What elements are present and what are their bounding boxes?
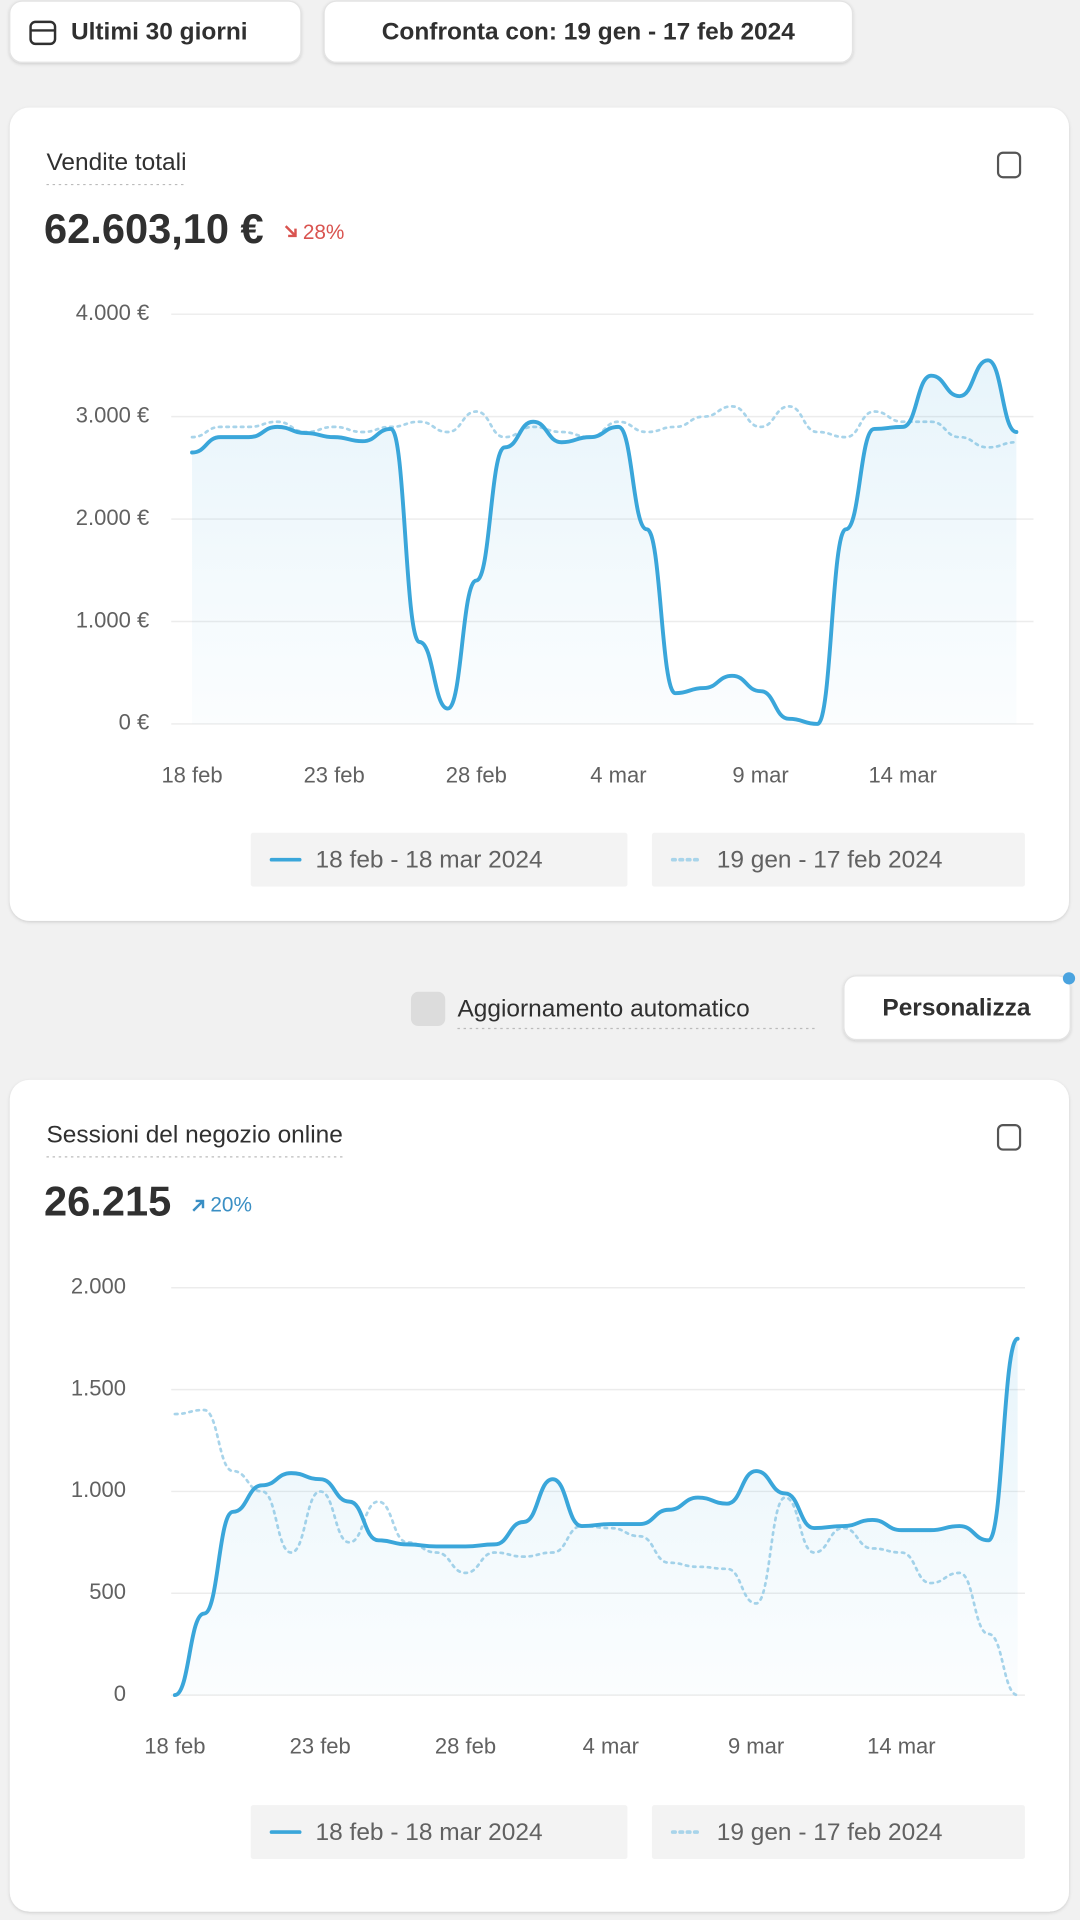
customize-button[interactable]: Personalizza: [843, 972, 1076, 1041]
x-tick-label: 18 feb: [144, 1733, 205, 1758]
button-label: Confronta con: 19 gen - 17 feb 2024: [382, 18, 795, 45]
y-tick-label: 2.000 €: [76, 505, 149, 530]
auto-update-toggle[interactable]: Aggiornamento automatico: [410, 991, 816, 1030]
button-bg: [323, 0, 854, 63]
y-tick-label: 2.000: [71, 1274, 126, 1299]
x-tick-label: 28 feb: [446, 762, 507, 787]
card-title: Vendite totali: [46, 149, 186, 176]
button-label: Ultimi 30 giorni: [71, 18, 248, 45]
card-title: Sessioni del negozio online: [46, 1122, 342, 1149]
date-range-button[interactable]: Ultimi 30 giorni: [9, 0, 302, 63]
legend-label: 18 feb - 18 mar 2024: [316, 846, 543, 873]
x-tick-label: 23 feb: [304, 762, 365, 787]
y-tick-label: 500: [89, 1579, 126, 1604]
compare-button[interactable]: Confronta con: 19 gen - 17 feb 2024: [323, 0, 854, 63]
checkbox: [410, 991, 446, 1027]
legend-box: [651, 832, 1025, 887]
legend-box: [250, 832, 628, 887]
x-tick-label: 23 feb: [290, 1733, 351, 1758]
series-line: [190, 405, 1018, 449]
button-bg: [843, 975, 1071, 1041]
change-label: 28%: [303, 221, 345, 244]
x-tick-label: 4 mar: [583, 1733, 639, 1758]
area: [174, 1338, 1018, 1696]
x-tick-label: 9 mar: [728, 1733, 784, 1758]
checkbox-label: Aggiornamento automatico: [457, 996, 749, 1023]
total-value: 62.603,10 €: [44, 205, 264, 252]
x-tick-label: 14 mar: [868, 762, 936, 787]
legend-label: 18 feb - 18 mar 2024: [316, 1819, 543, 1846]
x-tick-label: 14 mar: [867, 1733, 935, 1758]
button-bg: [9, 0, 302, 63]
button-label: Personalizza: [882, 994, 1031, 1021]
change-label: 20%: [210, 1193, 252, 1216]
y-tick-label: 1.000: [71, 1477, 126, 1502]
calendar-icon: [29, 20, 57, 46]
legend-box: [250, 1805, 628, 1859]
y-tick-label: 3.000 €: [76, 402, 149, 427]
x-tick-label: 9 mar: [732, 762, 788, 787]
report-icon: [996, 1124, 1022, 1151]
x-tick-label: 4 mar: [590, 762, 646, 787]
legend-label: 19 gen - 17 feb 2024: [717, 1819, 943, 1846]
x-tick-label: 28 feb: [435, 1733, 496, 1758]
trend-arrow: [284, 225, 297, 238]
total-value: 26.215: [44, 1178, 171, 1225]
legend-box: [651, 1805, 1025, 1859]
y-tick-label: 0 €: [119, 710, 150, 735]
report-icon: [996, 151, 1022, 179]
notification-dot: [1062, 972, 1076, 985]
trend-arrow: [192, 1199, 205, 1212]
series-line: [190, 358, 1019, 726]
y-tick-label: 1.500: [71, 1375, 126, 1400]
area: [192, 360, 1017, 724]
y-tick-label: 1.000 €: [76, 607, 149, 632]
series-line: [172, 1336, 1020, 1698]
x-tick-label: 18 feb: [161, 762, 222, 787]
legend-label: 19 gen - 17 feb 2024: [717, 846, 943, 873]
y-tick-label: 4.000 €: [76, 300, 149, 325]
y-tick-label: 0: [114, 1681, 126, 1706]
